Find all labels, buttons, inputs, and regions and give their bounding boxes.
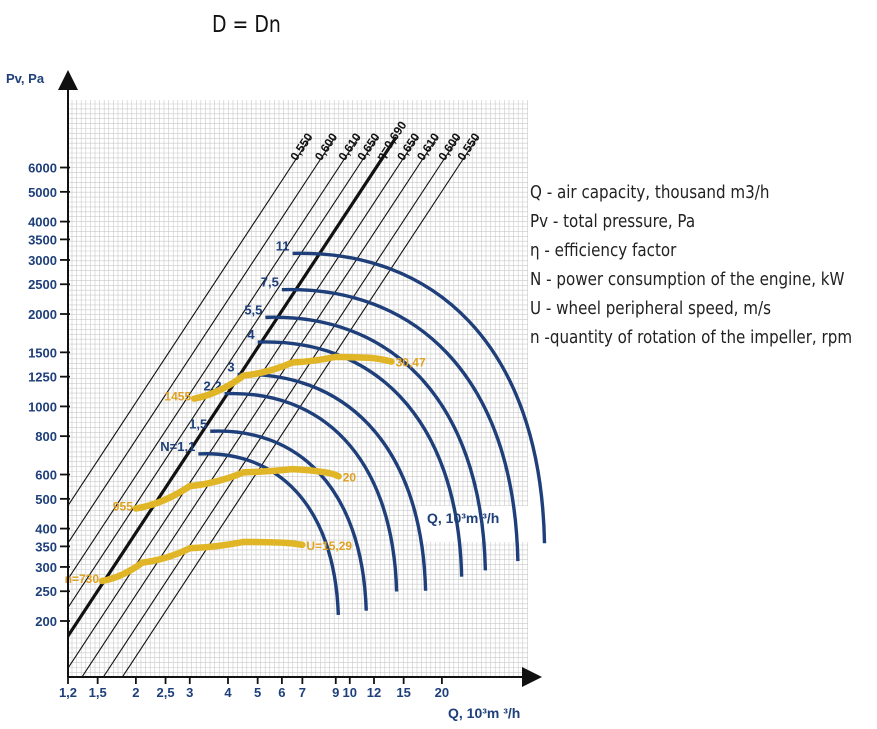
x-tick-label: 1,2 — [59, 685, 77, 700]
efficiency-line — [102, 136, 459, 677]
speed-curve — [98, 538, 306, 585]
y-tick-label: 500 — [35, 492, 57, 507]
x-axis-label-mid: Q, 10³m ³/h — [427, 510, 499, 526]
efficiency-label: 0,550 — [287, 130, 316, 163]
label-background — [418, 506, 530, 542]
power-curve — [237, 372, 428, 591]
y-tick-label: 1250 — [28, 370, 57, 385]
y-tick-label: 3500 — [28, 232, 57, 247]
efficiency-line — [68, 136, 336, 545]
power-curve-label: 5,5 — [244, 302, 262, 317]
power-curve — [281, 287, 520, 562]
power-curve-label: 11 — [276, 238, 290, 253]
y-tick-label: 2500 — [28, 277, 57, 292]
x-tick-label: 20 — [435, 685, 449, 700]
efficiency-label: 0,600 — [312, 130, 341, 163]
legend-item-n: N - power consumption of the engine, kW — [530, 269, 845, 290]
y-axis-label: Pv, Pa — [6, 71, 45, 86]
rpm-label: 955 — [113, 500, 133, 514]
legend-item-rpm: n -quantity of rotation of the impeller,… — [530, 327, 853, 348]
rpm-label: 1455 — [164, 390, 191, 404]
y-tick-label: 600 — [35, 468, 57, 483]
x-tick-label: 7 — [299, 685, 306, 700]
power-curve — [292, 251, 547, 544]
power-curve-label: 1,5 — [189, 416, 207, 431]
y-tick-label: 1000 — [28, 399, 57, 414]
y-tick-label: 200 — [35, 614, 57, 629]
power-curve — [265, 315, 488, 571]
y-tick-label: 6000 — [28, 161, 57, 176]
speed-curve — [132, 465, 342, 512]
axes — [58, 70, 542, 687]
x-tick-label: 15 — [396, 685, 410, 700]
efficiency-line — [68, 136, 360, 580]
x-axis-label-bottom: Q, 10³m ³/h — [448, 705, 520, 721]
efficiency-line — [81, 136, 438, 677]
x-tick-label: 12 — [367, 685, 381, 700]
y-tick-label: 250 — [35, 584, 57, 599]
x-tick-label: 2 — [132, 685, 139, 700]
y-tick-label: 800 — [35, 429, 57, 444]
legend: Q - air capacity, thousand m3/h Pv - tot… — [530, 178, 852, 352]
speed-label: U=15,29 — [306, 539, 352, 553]
y-tick-label: 350 — [35, 539, 57, 554]
legend-item-eta: η - efficiency factor — [530, 240, 677, 261]
speed-label: 30,47 — [396, 356, 426, 370]
chart-title: D = Dn — [212, 12, 281, 38]
y-tick-label: 2000 — [28, 307, 57, 322]
y-tick-label: 400 — [35, 522, 57, 537]
power-curve — [198, 452, 341, 616]
legend-item-pv: Pv - total pressure, Pa — [530, 211, 696, 232]
power-curve-label: 4 — [247, 327, 255, 342]
y-tick-label: 4000 — [28, 215, 57, 230]
power-curve-label: N=1,1 — [160, 439, 195, 454]
tick-labels: 200 250 300 350 400 500 600 800 1000 1250 1500 2000… — [28, 161, 449, 700]
x-tick-label: 10 — [343, 685, 357, 700]
rpm-label: n=730 — [65, 572, 100, 586]
y-tick-label: 3000 — [28, 253, 57, 268]
x-tick-label: 2,5 — [157, 685, 175, 700]
speed-label: 20 — [343, 470, 357, 484]
x-tick-label: 9 — [332, 685, 339, 700]
speed-curves: n=730 U=15,29 955 20 1455 30,47 — [65, 353, 426, 586]
efficiency-line — [68, 136, 311, 507]
legend-item-q: Q - air capacity, thousand m3/h — [530, 182, 770, 203]
efficiency-line — [68, 136, 378, 609]
grid — [68, 100, 530, 677]
legend-item-u: U - wheel peripheral speed, m/s — [530, 298, 771, 319]
x-tick-label: 5 — [254, 685, 261, 700]
x-tick-label: 6 — [278, 685, 285, 700]
y-tick-label: 5000 — [28, 185, 57, 200]
power-curve — [257, 340, 464, 577]
efficiency-line — [68, 136, 418, 670]
y-tick-label: 300 — [35, 560, 57, 575]
speed-curve — [190, 353, 395, 402]
power-curve-label: 7,5 — [261, 275, 279, 290]
efficiency-line — [68, 136, 398, 639]
y-tick-label: 1500 — [28, 345, 57, 360]
power-curve-label: 3 — [227, 360, 234, 375]
power-curve — [224, 391, 399, 592]
x-tick-label: 4 — [224, 685, 232, 700]
efficiency-lines — [68, 136, 478, 677]
x-tick-label: 3 — [186, 685, 193, 700]
x-tick-label: 1,5 — [89, 685, 107, 700]
